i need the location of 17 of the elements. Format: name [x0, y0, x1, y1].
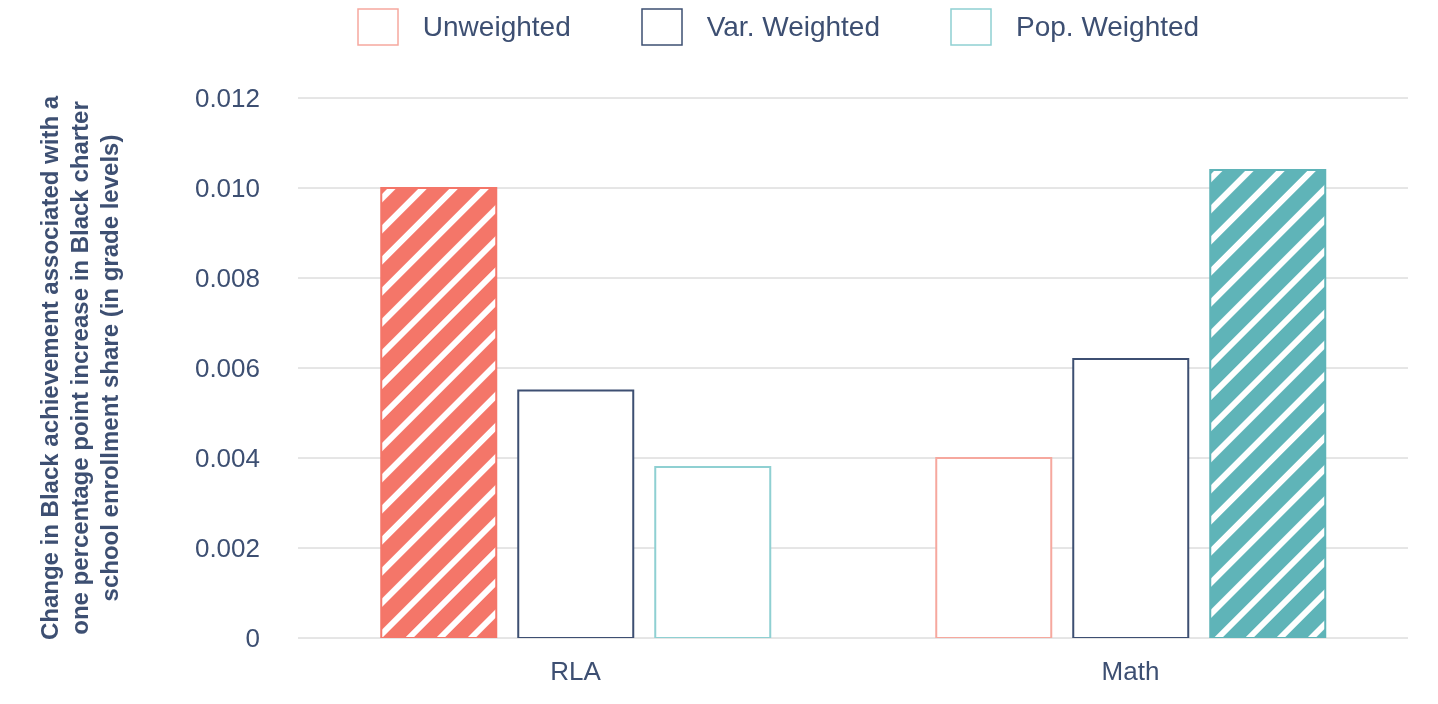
y-tick-label: 0.004	[194, 443, 260, 474]
bar	[380, 187, 498, 638]
legend-label: Pop. Weighted	[1016, 11, 1200, 43]
bar	[517, 389, 635, 638]
y-tick-label: 0.006	[194, 353, 260, 384]
legend-label: Var. Weighted	[706, 11, 880, 43]
x-tick-label: Math	[1101, 656, 1160, 687]
y-tick-label: 0	[245, 623, 260, 654]
y-axis-title: Change in Black achievement associated with a one percentage point increase in Black charter school enrollment share (in grade levels)	[36, 95, 123, 641]
bar	[1209, 169, 1327, 638]
x-tick-label: RLA	[550, 656, 602, 687]
y-tick-label: 0.002	[194, 533, 260, 564]
y-tick-label: 0.008	[194, 263, 260, 294]
bar	[1072, 358, 1190, 638]
legend-label: Unweighted	[422, 11, 571, 43]
y-tick-label: 0.012	[194, 83, 260, 114]
y-tick-label: 0.010	[194, 173, 260, 204]
